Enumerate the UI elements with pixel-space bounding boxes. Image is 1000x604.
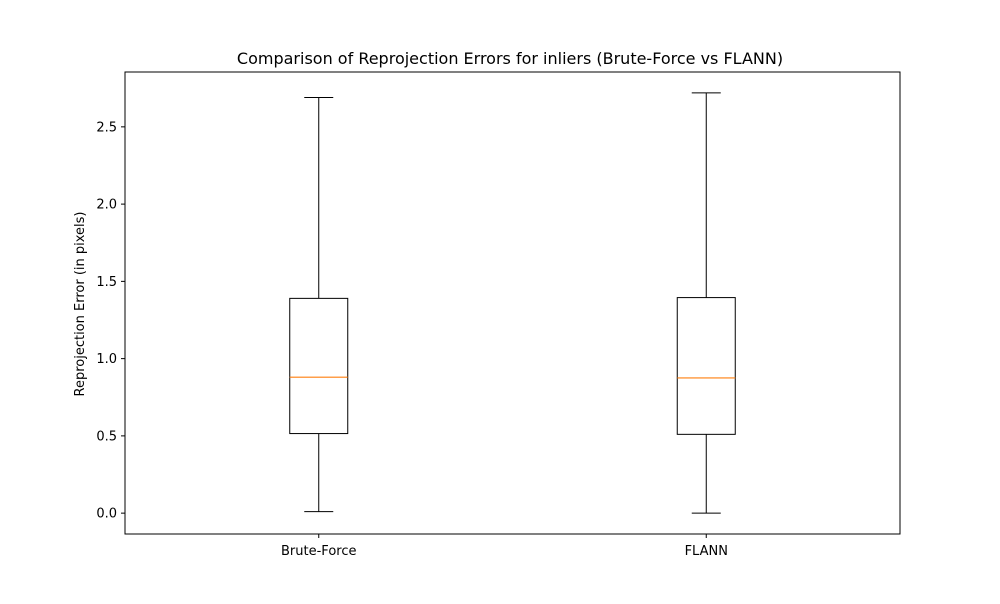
interquartile-box xyxy=(676,297,736,435)
y-tick-label: 1.5 xyxy=(96,275,117,290)
plot-frame xyxy=(124,71,901,535)
y-tick-label: 1.0 xyxy=(96,352,117,367)
x-tick-label: Brute-Force xyxy=(281,544,356,559)
y-tick-label: 2.5 xyxy=(96,120,117,135)
chart-title: Comparison of Reprojection Errors for in… xyxy=(237,49,783,68)
y-axis-label: Reprojection Error (in pixels) xyxy=(73,212,88,397)
x-axis-ticks: Brute-Force FLANN xyxy=(281,534,728,559)
y-tick-label: 2.0 xyxy=(96,198,117,213)
box-brute-force xyxy=(289,96,349,513)
y-tick-label: 0.0 xyxy=(96,507,117,522)
y-axis-ticks: 0.0 0.5 1.0 1.5 2.0 2.5 xyxy=(96,120,125,522)
x-tick-label: FLANN xyxy=(685,544,728,559)
interquartile-box xyxy=(289,297,349,435)
y-tick-label: 0.5 xyxy=(96,429,117,444)
box-flann xyxy=(676,92,736,514)
box-series xyxy=(289,92,736,514)
